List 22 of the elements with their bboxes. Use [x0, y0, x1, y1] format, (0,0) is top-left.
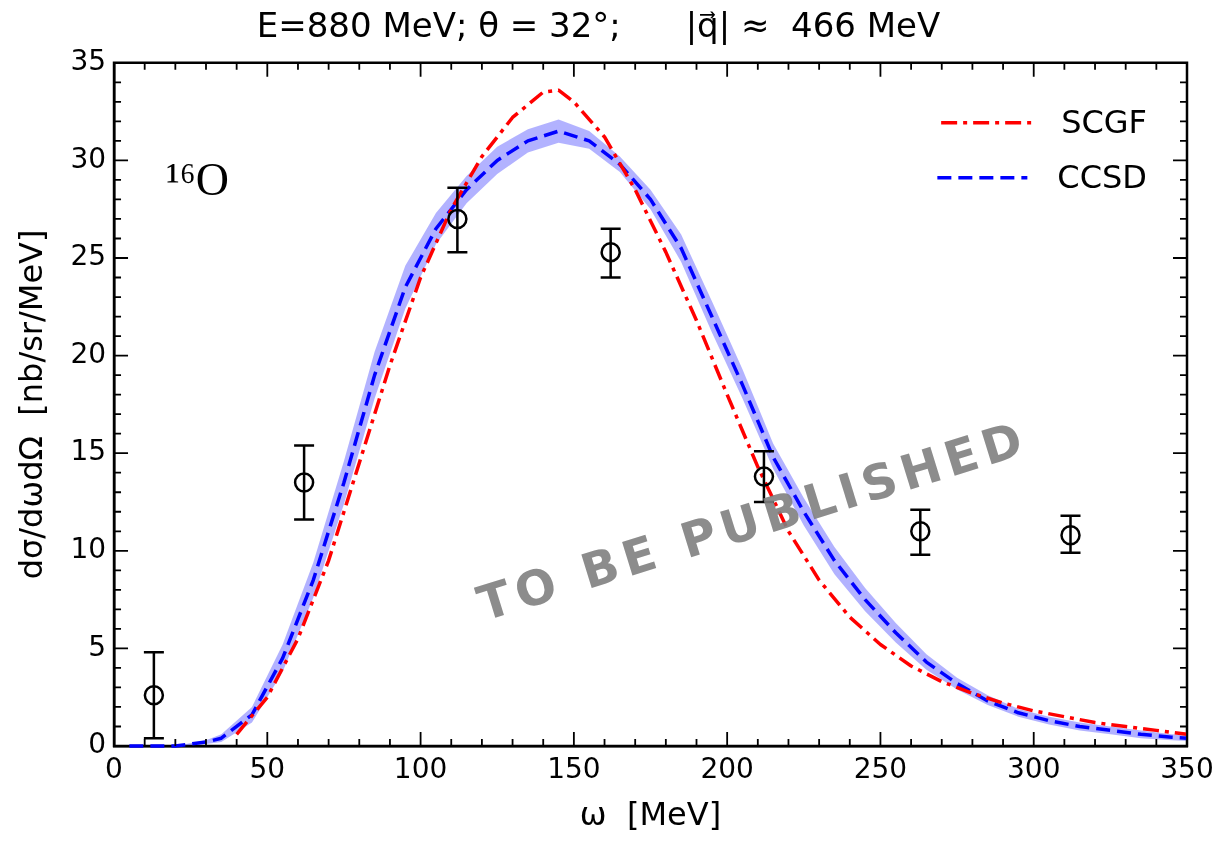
text: TO BE PUBLISHED — [470, 410, 1029, 632]
y-tick-label: 10 — [70, 532, 107, 566]
y-tick-label: 0 — [88, 727, 107, 761]
chart-title: E=880 MeV; θ = 32°; |q⃗| ≈ 466 MeV — [256, 5, 941, 46]
y-axis-title: dσ/dωdΩ [nb/sr/MeV] — [11, 229, 50, 580]
x-tick-label: 150 — [547, 752, 601, 786]
x-axis-title: ω [MeV] — [579, 795, 722, 834]
x-tick-label: 250 — [853, 752, 908, 786]
x-tick-label: 50 — [249, 752, 286, 786]
legend-label: CCSD — [1057, 158, 1147, 197]
y-tick-label: 25 — [70, 239, 107, 273]
y-tick-label: 5 — [88, 629, 107, 663]
x-tick-label: 200 — [700, 752, 754, 786]
y-tick-label: 20 — [70, 336, 107, 370]
y-tick-label: 15 — [70, 434, 107, 468]
legend-label: SCGF — [1061, 103, 1147, 142]
annotation: ¹⁶O — [166, 153, 230, 205]
x-tick-label: 100 — [393, 752, 448, 786]
x-tick-label: 350 — [1160, 752, 1214, 786]
y-tick-label: 30 — [70, 141, 107, 175]
y-tick-label: 35 — [70, 44, 107, 78]
x-tick-label: 300 — [1006, 752, 1061, 786]
